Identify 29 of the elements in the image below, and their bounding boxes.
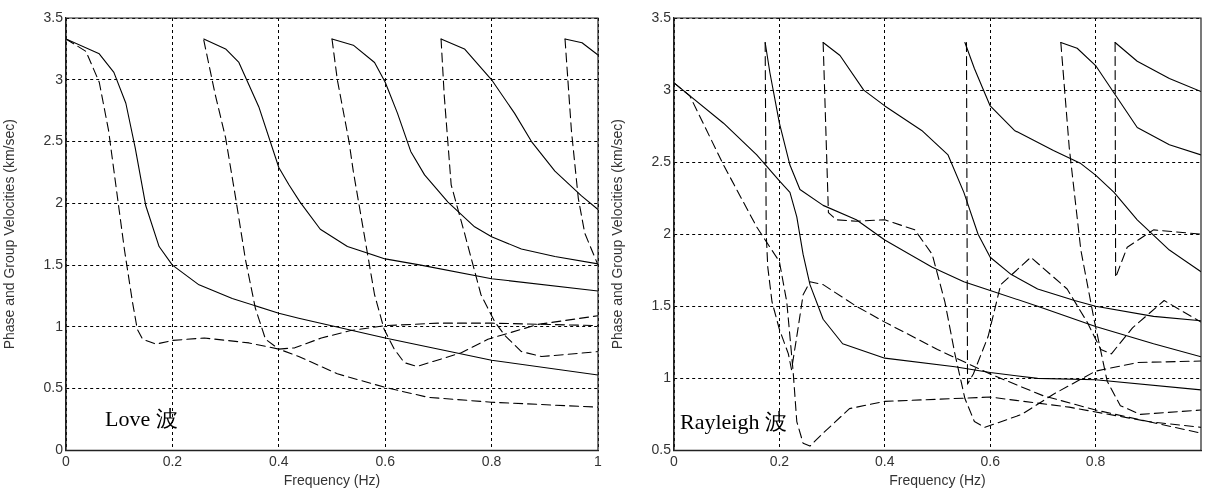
x-tick-label: 0.4 — [269, 452, 289, 469]
y-tick-label: 2 — [663, 225, 672, 242]
annotation: Love 波 — [105, 405, 178, 433]
y-tick-label: 1 — [55, 317, 64, 334]
y-axis-title: Phase and Group Velocities (km/sec) — [1, 119, 18, 350]
y-tick-label: 1.5 — [651, 297, 672, 314]
x-tick-label: 0.6 — [375, 452, 396, 469]
y-tick-label: 2.5 — [651, 152, 672, 169]
x-tick-label: 1 — [594, 452, 603, 469]
y-axis-title: Phase and Group Velocities (km/sec) — [609, 119, 626, 350]
y-tick-label: 1 — [663, 369, 672, 386]
y-tick-label: 3.5 — [651, 8, 672, 25]
x-tick-label: 0.6 — [980, 452, 1001, 469]
x-tick-label: 0.4 — [875, 452, 895, 469]
y-tick-label: 0.5 — [651, 441, 672, 458]
y-tick-label: 2.5 — [43, 132, 64, 149]
y-tick-label: 0.5 — [43, 379, 64, 396]
x-tick-label: 0.8 — [1085, 452, 1106, 469]
y-tick-label: 2 — [55, 194, 64, 211]
x-axis-title: Frequency (Hz) — [889, 472, 986, 489]
y-tick-label: 3 — [55, 70, 64, 87]
y-tick-label: 3.5 — [43, 8, 64, 25]
x-tick-label: 0.2 — [162, 452, 183, 469]
y-tick-label: 0 — [55, 441, 64, 458]
y-tick-label: 1.5 — [43, 255, 64, 272]
x-axis-title: Frequency (Hz) — [283, 472, 381, 489]
x-tick-label: 0.2 — [769, 452, 790, 469]
x-tick-label: 0.8 — [481, 452, 502, 469]
y-tick-label: 3 — [663, 80, 672, 97]
